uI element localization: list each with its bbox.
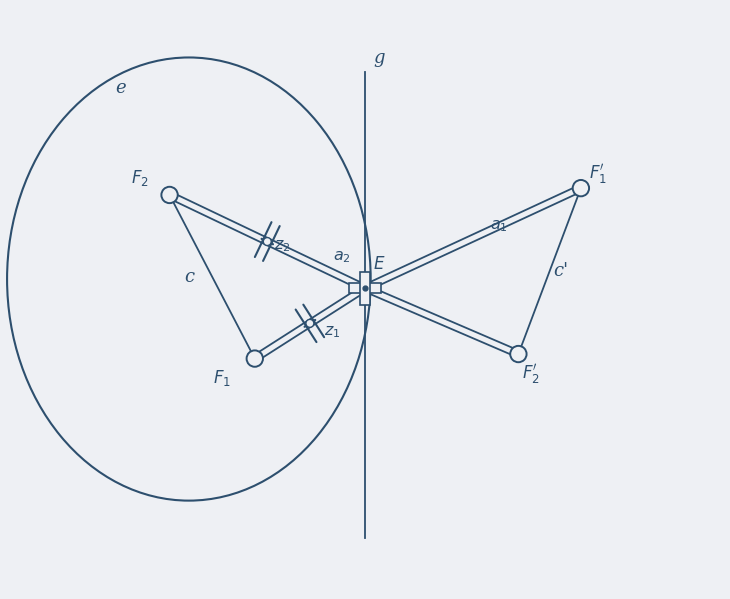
Text: $E$: $E$	[373, 256, 385, 273]
Text: $a_1$: $a_1$	[490, 217, 508, 234]
Text: g: g	[373, 49, 385, 66]
Text: $F_1$: $F_1$	[213, 368, 231, 388]
Circle shape	[573, 180, 589, 196]
Text: c: c	[184, 268, 194, 286]
Polygon shape	[360, 272, 370, 304]
Circle shape	[161, 187, 177, 203]
Text: $F_1'$: $F_1'$	[589, 162, 607, 186]
Circle shape	[264, 238, 272, 246]
Circle shape	[306, 319, 314, 327]
Text: $F_2$: $F_2$	[131, 168, 149, 188]
Text: $a_2$: $a_2$	[333, 249, 351, 265]
Text: e: e	[115, 79, 126, 97]
Text: $z_1$: $z_1$	[324, 323, 340, 340]
Circle shape	[510, 346, 526, 362]
Text: $z_2$: $z_2$	[274, 237, 291, 254]
Polygon shape	[349, 283, 381, 294]
Text: c': c'	[553, 262, 568, 280]
Circle shape	[247, 350, 263, 367]
Text: $F_2'$: $F_2'$	[522, 362, 539, 386]
